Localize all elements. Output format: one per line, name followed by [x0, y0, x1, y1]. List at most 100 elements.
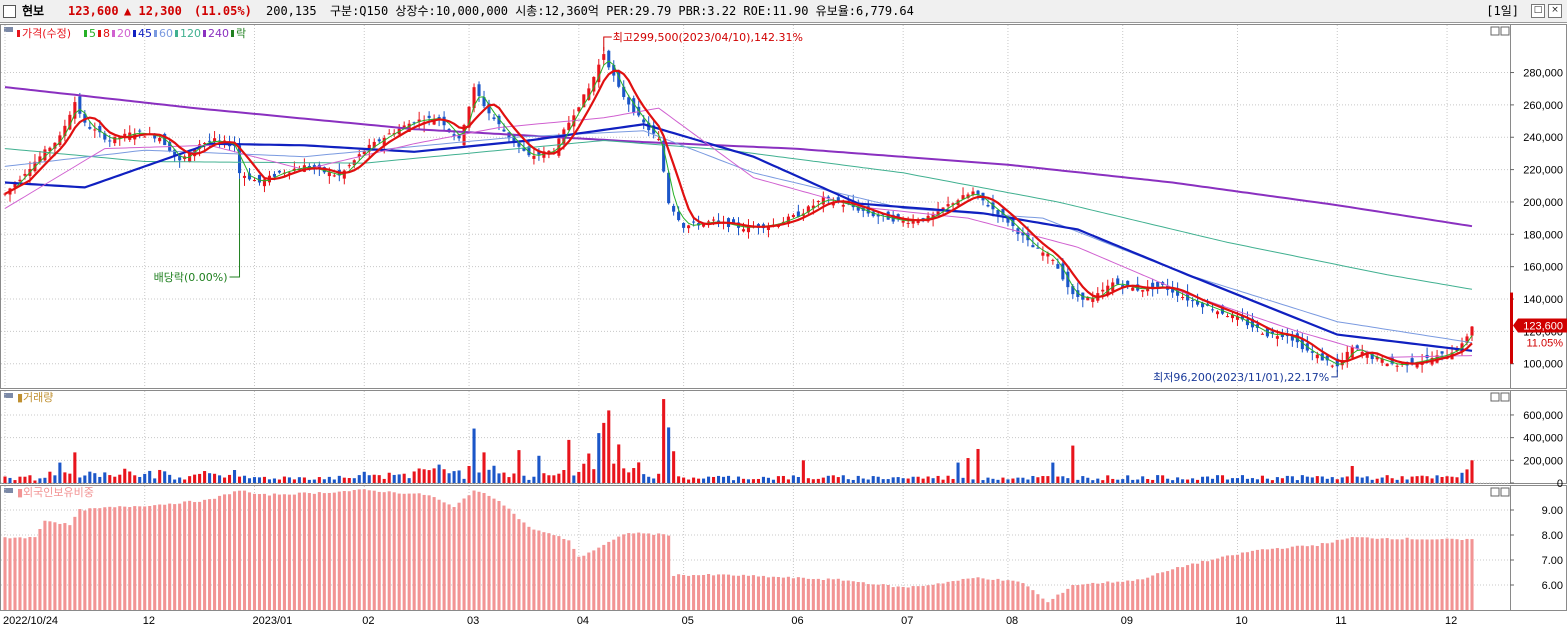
- legend-label-20: 20: [117, 27, 131, 40]
- volume-bar: [1046, 476, 1050, 483]
- foreign-bar: [1066, 588, 1070, 610]
- stock-info-bar: 현보 123,600 ▲ 12,300 (11.05%) 200,135 구분:…: [0, 0, 1567, 23]
- candle-body: [462, 124, 466, 146]
- volume-bar: [667, 427, 671, 483]
- foreign-bar: [826, 578, 830, 610]
- foreign-bar: [1320, 543, 1324, 610]
- maximize-button[interactable]: □: [1531, 4, 1545, 18]
- foreign-bar: [467, 495, 471, 610]
- volume-bar: [218, 475, 222, 483]
- foreign-bar: [1141, 579, 1145, 610]
- foreign-bar: [1385, 538, 1389, 610]
- volume-bar: [811, 479, 815, 483]
- volume-bar: [1320, 476, 1324, 483]
- volume-bar: [716, 475, 721, 483]
- foreign-bar: [1171, 569, 1175, 610]
- foreign-bar: [437, 499, 441, 610]
- select-checkbox[interactable]: [3, 5, 16, 18]
- volume-bar: [931, 478, 935, 483]
- candle-body: [417, 119, 421, 122]
- up-arrow-icon: ▲: [124, 4, 132, 18]
- legend-swatch: [17, 30, 20, 37]
- ma-line-240: [4, 86, 1473, 228]
- foreign-bar: [1230, 555, 1235, 610]
- candle-body: [642, 119, 646, 123]
- volume-bar: [647, 476, 651, 483]
- foreign-bar: [627, 533, 631, 610]
- close-button[interactable]: ×: [1548, 4, 1562, 18]
- candle-body: [906, 222, 910, 224]
- candle-body: [1270, 331, 1274, 334]
- volume-bar: [332, 479, 336, 483]
- volume-bar: [1176, 477, 1180, 483]
- volume-bar: [352, 478, 356, 483]
- candle-body: [297, 169, 301, 171]
- candle-body: [143, 136, 147, 138]
- volume-bar: [367, 475, 371, 483]
- candle-body: [582, 94, 586, 108]
- volume-bar: [1111, 478, 1115, 483]
- candle-body: [1006, 217, 1010, 223]
- foreign-bar: [203, 499, 207, 610]
- foreign-bar: [1275, 548, 1279, 610]
- volume-bar: [946, 475, 950, 483]
- foreign-bar: [93, 508, 97, 610]
- foreign-bar: [148, 506, 152, 610]
- foreign-bar: [1111, 582, 1115, 610]
- volume-bar: [1335, 479, 1339, 483]
- candle-body: [1181, 296, 1185, 298]
- candle-body: [1051, 259, 1055, 261]
- volume-bar: [482, 452, 486, 483]
- foreign-bar: [1305, 546, 1309, 610]
- foreign-bar: [53, 522, 57, 610]
- foreign-bar: [1031, 590, 1035, 610]
- foreign-bar: [173, 504, 177, 610]
- volume-bar: [93, 473, 97, 483]
- volume-bar: [1410, 476, 1414, 483]
- candle-body: [1171, 287, 1175, 293]
- candle-body: [1360, 351, 1364, 355]
- x-tick-label: 2023/01: [252, 615, 292, 627]
- candle-body: [3, 193, 7, 195]
- foreign-bar: [761, 575, 765, 610]
- candle-body: [677, 211, 681, 221]
- candle-body: [247, 173, 252, 180]
- foreign-bar: [866, 584, 870, 610]
- volume-bar: [153, 478, 157, 483]
- legend-swatch: [98, 30, 101, 37]
- volume-bar: [68, 473, 72, 483]
- candle-body: [716, 220, 721, 222]
- foreign-bar: [687, 575, 691, 610]
- foreign-bar: [971, 578, 975, 610]
- foreign-bar: [277, 494, 281, 610]
- volume-bar: [1026, 479, 1030, 483]
- volume-bar: [8, 477, 12, 483]
- candle-body: [971, 191, 975, 195]
- ma-line-45: [4, 123, 1473, 352]
- candle-body: [657, 139, 661, 141]
- foreign-bar: [906, 587, 910, 610]
- volume-bar: [971, 479, 975, 483]
- foreign-bar: [552, 535, 556, 610]
- volume-bar: [43, 477, 47, 483]
- volume-bar: [986, 477, 990, 483]
- candle-body: [816, 201, 820, 203]
- pane-handle-icon: [4, 27, 13, 32]
- volume-bar: [1260, 475, 1264, 483]
- volume-bar: [896, 477, 900, 483]
- foreign-bar: [372, 490, 376, 610]
- candle-body: [587, 88, 591, 100]
- x-tick-label: 12: [1445, 615, 1457, 627]
- volume-bar: [1210, 478, 1215, 483]
- foreign-bar: [1370, 538, 1374, 610]
- period-selector[interactable]: [1일]: [1486, 4, 1519, 18]
- volume-bar: [1121, 479, 1125, 483]
- foreign-bar: [736, 575, 741, 610]
- foreign-bar: [1006, 580, 1010, 610]
- foreign-bar: [871, 584, 875, 610]
- volume-bar: [866, 479, 870, 483]
- candle-body: [173, 149, 177, 156]
- foreign-bar: [1325, 543, 1329, 610]
- volume-bar: [1126, 475, 1130, 483]
- volume-bar: [966, 458, 970, 483]
